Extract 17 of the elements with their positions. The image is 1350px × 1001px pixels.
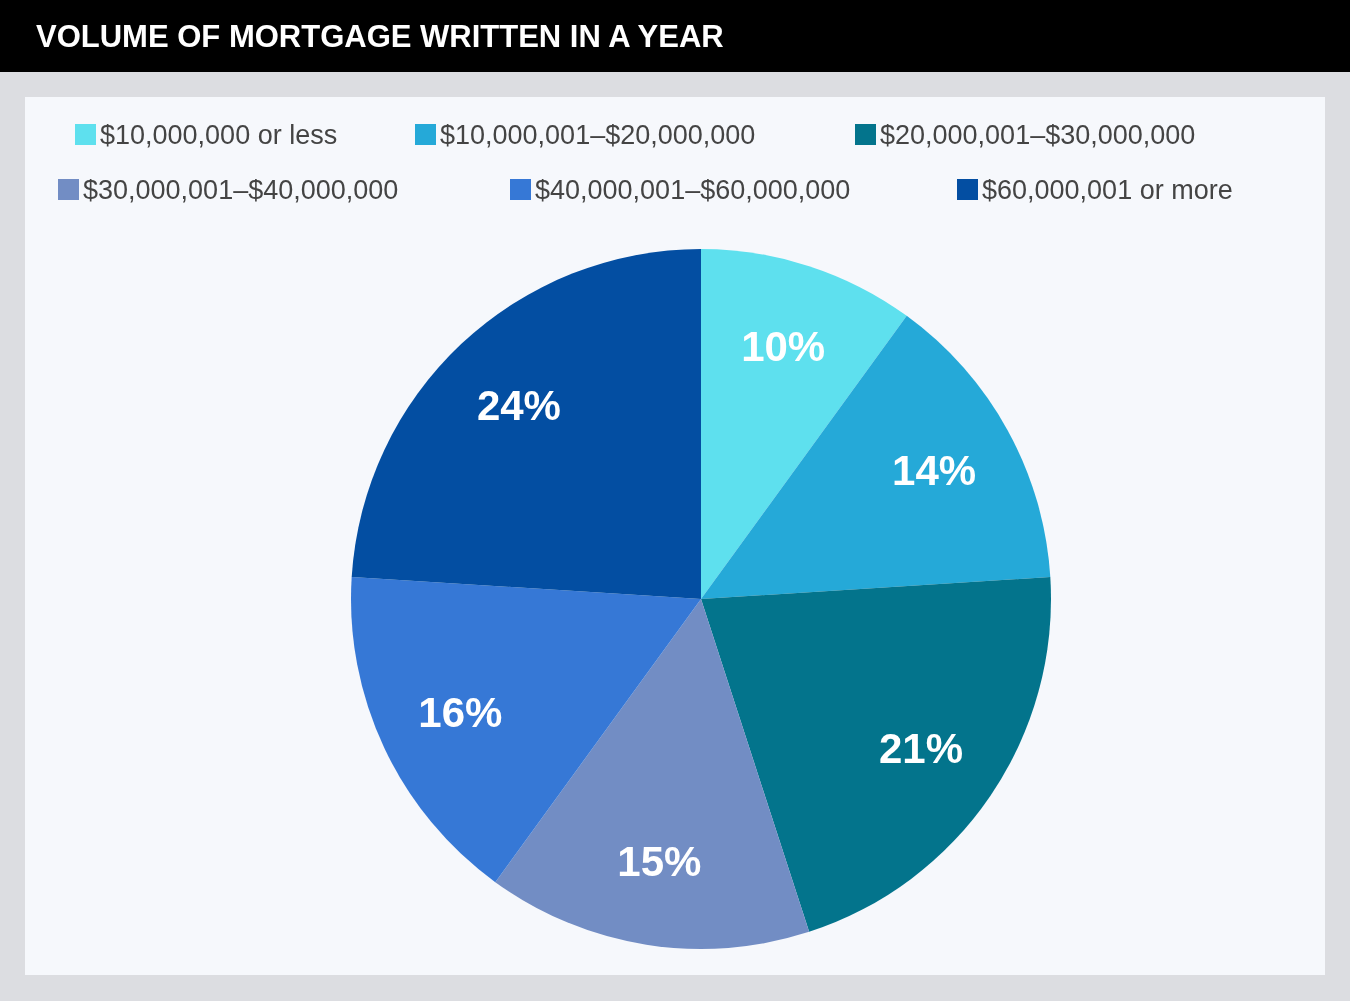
legend-label: $20,000,001–$30,000,000 [880,120,1196,150]
data-label: 14% [892,447,977,495]
legend-label: $10,000,001–$20,000,000 [440,120,756,150]
pie-slice [351,577,701,883]
chart-title: VOLUME OF MORTGAGE WRITTEN IN A YEAR [36,18,724,54]
legend-label: $30,000,001–$40,000,000 [83,175,399,205]
data-label: 24% [476,381,561,429]
pie-slice [701,577,1051,932]
data-label: 15% [617,838,702,886]
legend-label: $40,000,001–$60,000,000 [535,175,851,205]
data-label: 10% [741,322,826,370]
pie-slice [701,315,1051,599]
pie-slice [351,249,701,599]
legend-label: $10,000,000 or less [100,120,338,150]
legend-label: $60,000,001 or more [982,175,1233,205]
data-label: 21% [878,725,964,773]
data-label: 16% [418,688,503,736]
